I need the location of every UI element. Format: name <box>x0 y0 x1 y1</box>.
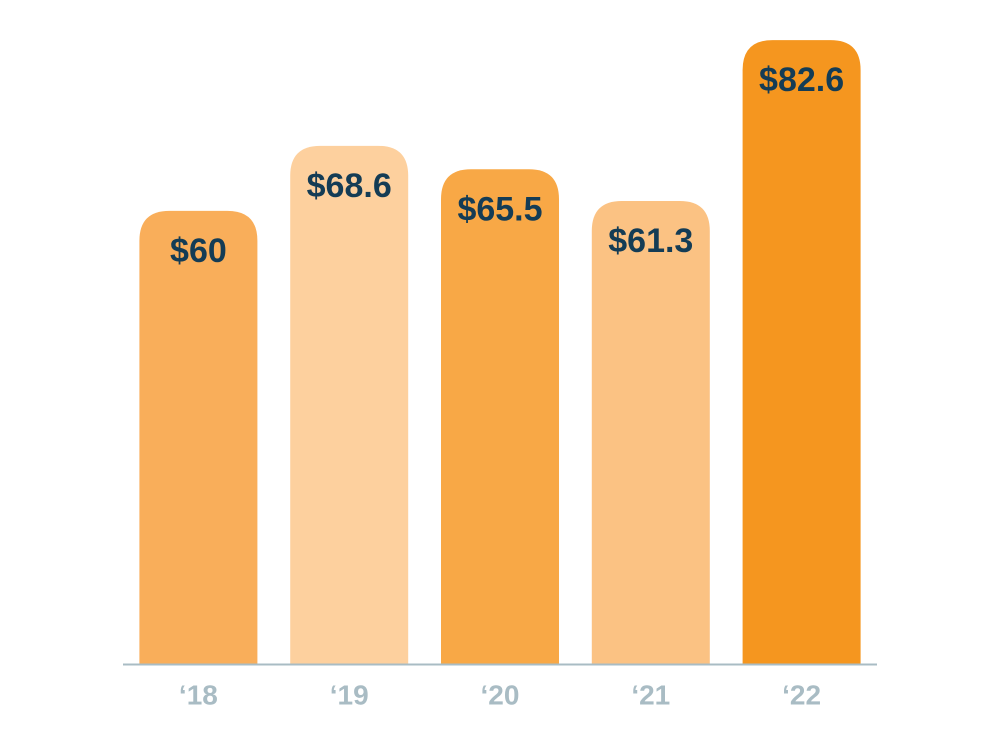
value-label: $68.6 <box>307 167 392 205</box>
x-tick-label: ‘19 <box>330 679 369 710</box>
value-label: $61.3 <box>608 222 693 260</box>
value-label: $65.5 <box>457 190 542 228</box>
bar <box>139 210 258 664</box>
bar <box>290 145 409 665</box>
bar <box>441 169 559 664</box>
x-tick-label: ‘20 <box>481 679 520 710</box>
bar <box>742 40 861 664</box>
x-tick-label: ‘21 <box>631 679 670 710</box>
value-label: $82.6 <box>759 61 844 99</box>
x-tick-label: ‘22 <box>782 679 821 710</box>
x-tick-label: ‘18 <box>179 679 218 710</box>
bar <box>591 201 710 664</box>
value-label: $60 <box>170 232 227 270</box>
